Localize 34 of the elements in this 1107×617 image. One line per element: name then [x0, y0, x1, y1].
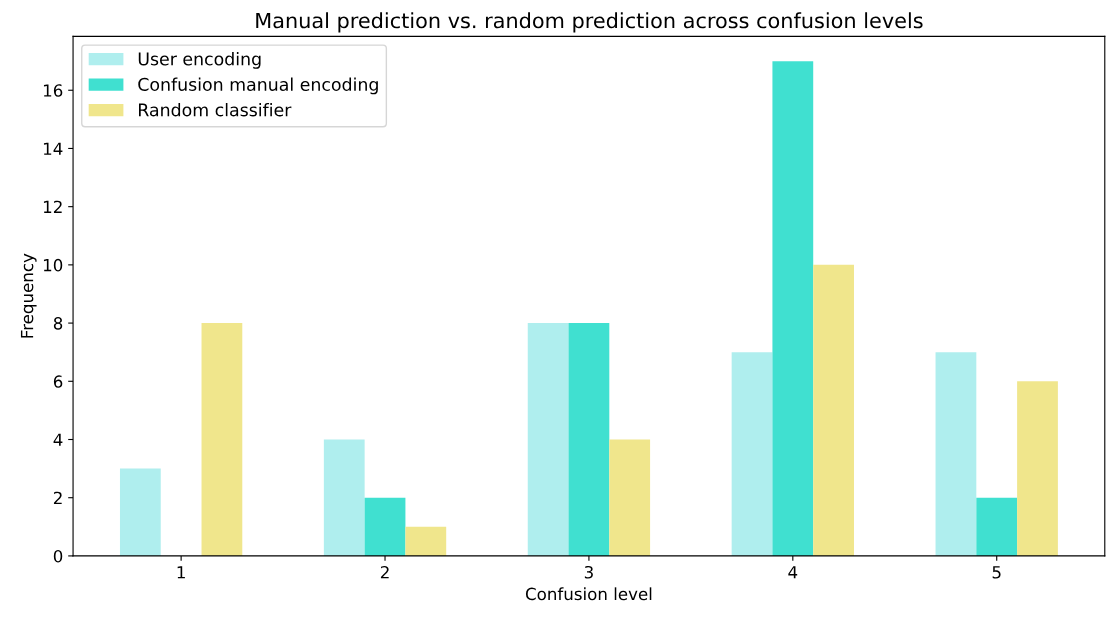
x-tick-label: 3: [584, 565, 593, 579]
bar: [405, 526, 447, 556]
y-tick-label: 12: [43, 200, 62, 213]
bar: [568, 323, 610, 556]
bar: [119, 468, 161, 556]
x-tick-label: 2: [380, 565, 389, 579]
y-tick-label: 4: [53, 433, 63, 446]
bar: [609, 439, 651, 556]
bar: [772, 61, 814, 556]
bar: [364, 497, 406, 556]
y-tick-label: 8: [53, 317, 63, 330]
bar: [731, 352, 773, 556]
bar: [976, 497, 1018, 556]
y-axis-title: Frequency: [20, 253, 37, 338]
bar: [813, 264, 854, 556]
x-tick-label: 4: [788, 566, 798, 579]
y-tick-label: 2: [53, 491, 62, 505]
legend-label: Random classifier: [139, 102, 292, 117]
x-tick-label: 1: [177, 566, 185, 579]
y-tick-label: 6: [53, 375, 63, 388]
y-tick-label: 0: [53, 549, 63, 563]
x-axis-title: Confusion level: [525, 587, 652, 601]
x-tick-label: 5: [992, 566, 1001, 579]
bar: [527, 323, 569, 556]
y-tick-label: 16: [43, 84, 63, 97]
y-tick-label: 14: [43, 142, 63, 155]
chart-title: Manual prediction vs. random prediction across confusion levels: [256, 12, 923, 33]
bar: [935, 352, 977, 556]
bar: [201, 323, 243, 556]
bar: [323, 439, 365, 556]
legend-label: Confusion manual encoding: [138, 77, 378, 95]
legend-label: User encoding: [138, 52, 261, 69]
bar: [1017, 381, 1058, 556]
y-tick-label: 10: [43, 258, 63, 272]
